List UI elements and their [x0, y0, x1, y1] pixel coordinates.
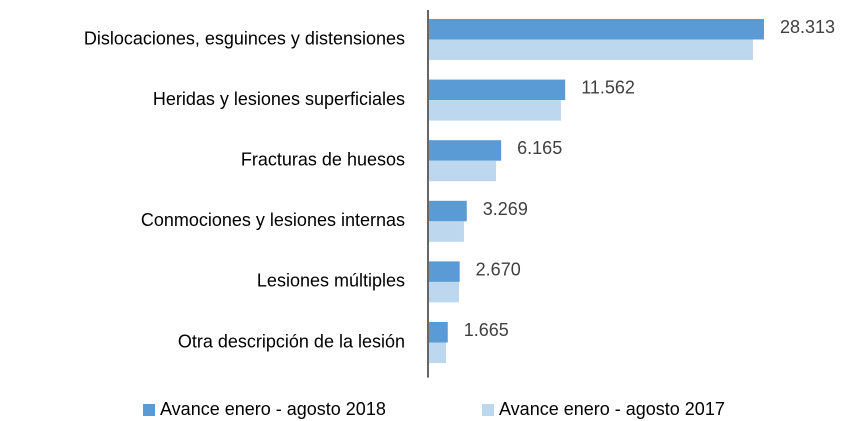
legend-swatch — [482, 404, 494, 416]
bar — [429, 140, 502, 161]
bar — [429, 200, 467, 222]
bar — [429, 261, 460, 282]
bar — [429, 39, 753, 60]
bar — [429, 281, 459, 303]
bar — [429, 160, 496, 182]
value-label: 28.313 — [780, 17, 835, 37]
value-label: 3.269 — [483, 199, 528, 219]
legend-swatch — [143, 404, 155, 416]
bar — [429, 342, 447, 363]
category-label: Conmociones y lesiones internas — [141, 210, 405, 230]
category-label: Otra descripción de la lesión — [178, 331, 405, 351]
bar — [429, 100, 561, 121]
bar — [429, 322, 448, 343]
bar — [429, 19, 764, 40]
legend-label: Avance enero - agosto 2018 — [160, 399, 386, 419]
category-label: Lesiones múltiples — [257, 271, 405, 291]
value-label: 2.670 — [476, 259, 521, 279]
value-label: 1.665 — [464, 320, 509, 340]
bar — [429, 221, 464, 242]
category-label: Heridas y lesiones superficiales — [153, 89, 405, 109]
bar — [429, 79, 566, 101]
legend-label: Avance enero - agosto 2017 — [499, 399, 725, 419]
value-label: 11.562 — [581, 78, 635, 98]
category-label: Dislocaciones, esguinces y distensiones — [84, 28, 405, 48]
category-label: Fracturas de huesos — [241, 149, 405, 169]
value-label: 6.165 — [517, 138, 562, 158]
